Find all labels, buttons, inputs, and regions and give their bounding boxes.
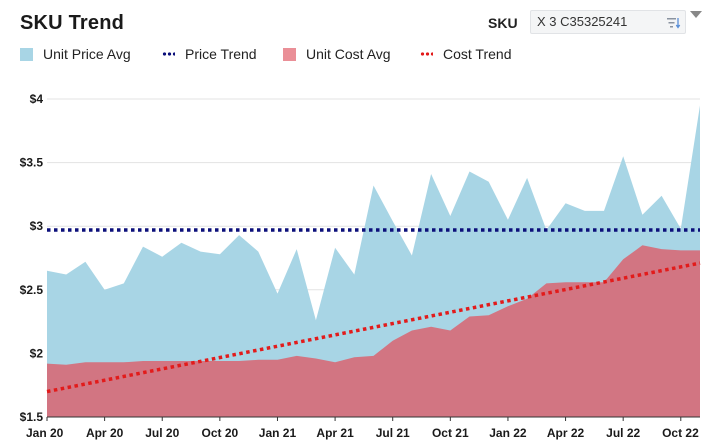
y-tick-label: $4 bbox=[30, 92, 44, 106]
sku-select[interactable]: X 3 C35325241 bbox=[530, 10, 686, 34]
x-tick-label: Apr 20 bbox=[86, 426, 124, 440]
sku-select-value: X 3 C35325241 bbox=[537, 14, 628, 29]
x-tick-label: Apr 22 bbox=[547, 426, 585, 440]
axes: $1.5 $2 $2.5 $3 $3.5 $4 Jan 20 Apr 20 Jul 20 Oct … bbox=[20, 92, 700, 440]
x-tick-label: Oct 21 bbox=[432, 426, 469, 440]
legend-label: Cost Trend bbox=[443, 46, 512, 62]
legend-label: Unit Price Avg bbox=[43, 46, 131, 62]
legend-label: Price Trend bbox=[185, 46, 257, 62]
legend-swatch bbox=[420, 52, 433, 56]
legend-item-cost-trend[interactable]: Cost Trend bbox=[420, 46, 511, 62]
y-tick-label: $3.5 bbox=[20, 156, 44, 170]
cost-trend-line[interactable] bbox=[46, 261, 701, 394]
legend-swatch bbox=[20, 47, 33, 61]
x-tick-label: Oct 22 bbox=[662, 426, 699, 440]
legend-item-unit-price-avg[interactable]: Unit Price Avg bbox=[20, 46, 131, 62]
x-tick-label: Apr 21 bbox=[316, 426, 354, 440]
y-tick-label: $2.5 bbox=[20, 283, 44, 297]
page-title: SKU Trend bbox=[20, 12, 125, 34]
legend-label: Unit Cost Avg bbox=[306, 46, 391, 62]
y-tick-label: $1.5 bbox=[20, 410, 44, 424]
y-tick-label: $2 bbox=[30, 346, 44, 360]
series-areas bbox=[47, 105, 700, 418]
legend-swatch bbox=[162, 52, 175, 56]
x-tick-label: Jan 20 bbox=[26, 426, 64, 440]
unit-cost-avg-area[interactable] bbox=[47, 245, 700, 417]
trend-lines bbox=[46, 228, 701, 394]
x-tick-label: Jul 20 bbox=[145, 426, 179, 440]
x-tick-label: Oct 20 bbox=[202, 426, 239, 440]
legend-swatch bbox=[283, 47, 296, 61]
y-tick-label: $3 bbox=[30, 219, 44, 233]
legend-item-unit-cost-avg[interactable]: Unit Cost Avg bbox=[283, 46, 391, 62]
sku-filter-label: SKU bbox=[488, 15, 518, 31]
x-tick-label: Jan 21 bbox=[259, 426, 297, 440]
x-tick-label: Jul 22 bbox=[606, 426, 640, 440]
legend-item-price-trend[interactable]: Price Trend bbox=[162, 46, 257, 62]
filter-sort-icon[interactable] bbox=[667, 17, 681, 29]
x-tick-label: Jan 22 bbox=[489, 426, 527, 440]
caret-down-icon[interactable] bbox=[690, 11, 702, 18]
x-tick-label: Jul 21 bbox=[376, 426, 410, 440]
